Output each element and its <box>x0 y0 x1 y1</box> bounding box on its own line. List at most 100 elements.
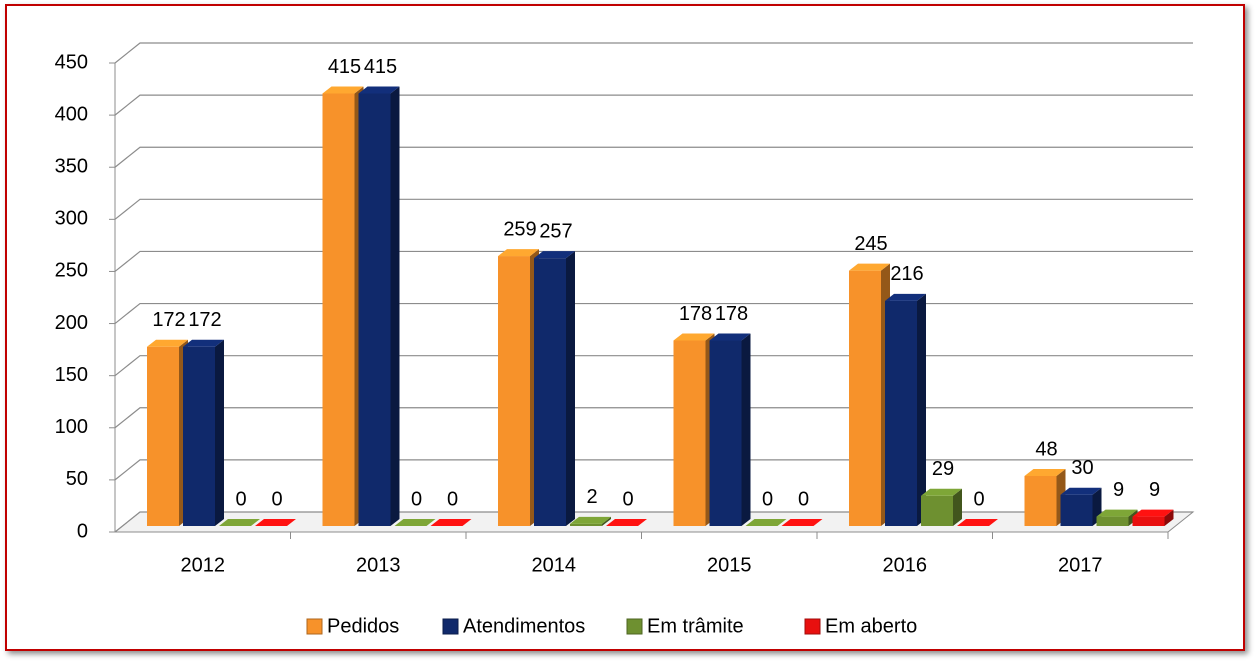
bar-top <box>1132 509 1174 517</box>
bar <box>849 263 890 526</box>
bar-front <box>849 270 881 526</box>
bar-top <box>255 519 296 526</box>
data-label: 0 <box>973 488 984 510</box>
bar-front <box>570 523 602 526</box>
data-label: 259 <box>503 218 536 240</box>
bar <box>1132 509 1174 526</box>
bar-top <box>885 293 926 301</box>
y-tick-label: 450 <box>55 51 88 73</box>
bar-top <box>183 339 224 347</box>
data-label: 29 <box>932 458 954 480</box>
bar-top <box>745 519 787 526</box>
bar-front <box>1096 516 1129 526</box>
bar <box>394 519 436 526</box>
y-tick-label: 350 <box>55 156 88 178</box>
bar-front <box>1024 475 1057 526</box>
bar <box>709 333 751 526</box>
bar-top <box>1096 509 1138 517</box>
x-tick-label: 2016 <box>883 554 928 576</box>
bar-top <box>781 519 823 526</box>
x-tick-label: 2012 <box>181 554 226 576</box>
data-label: 0 <box>798 488 809 510</box>
bar <box>885 293 926 526</box>
grid-line <box>114 198 1193 220</box>
bar-front <box>885 300 917 526</box>
bar-top <box>957 519 998 526</box>
bar-side <box>566 251 575 526</box>
data-label: 172 <box>188 309 221 331</box>
y-tick-label: 150 <box>55 364 88 386</box>
y-tick-label: 50 <box>66 468 88 490</box>
bar <box>322 86 364 526</box>
bar <box>498 249 539 526</box>
bar <box>1096 509 1138 526</box>
bar <box>673 333 715 526</box>
data-label: 0 <box>271 488 282 510</box>
bar-front <box>921 495 953 526</box>
bar <box>219 519 260 526</box>
grid-line <box>114 459 1193 481</box>
bar-front <box>322 93 355 526</box>
bar-top <box>921 488 962 496</box>
bar-front <box>1132 516 1165 526</box>
data-label: 216 <box>890 263 923 285</box>
bar-front <box>1060 494 1093 526</box>
bar <box>183 339 224 526</box>
data-label: 172 <box>152 309 185 331</box>
bar-top <box>534 251 575 259</box>
bar <box>358 86 400 526</box>
data-label: 0 <box>235 488 246 510</box>
data-label: 2 <box>586 486 597 508</box>
bar-top <box>430 519 472 526</box>
data-label: 415 <box>328 56 361 78</box>
bar-top <box>570 516 611 524</box>
legend-swatch <box>442 618 459 635</box>
y-tick-label: 200 <box>55 312 88 334</box>
data-label: 178 <box>715 303 748 325</box>
bar <box>1024 468 1066 526</box>
y-tick-label: 100 <box>55 416 88 438</box>
bar-side <box>917 293 926 526</box>
x-tick-label: 2013 <box>356 554 401 576</box>
bar-top <box>322 86 364 94</box>
bar-side <box>215 339 224 526</box>
bar-front <box>147 346 179 526</box>
data-label: 0 <box>411 488 422 510</box>
legend-label: Pedidos <box>327 615 399 637</box>
data-label: 0 <box>762 488 773 510</box>
data-label: 415 <box>364 56 397 78</box>
grid-line <box>114 250 1193 272</box>
grid-line <box>114 511 1193 533</box>
bar <box>534 251 575 526</box>
grid-line <box>114 355 1193 377</box>
grid-line <box>114 94 1193 116</box>
bar <box>430 519 472 526</box>
legend-swatch <box>804 618 821 635</box>
bar-side <box>953 488 962 526</box>
bar-front <box>358 93 391 526</box>
bar-front <box>498 256 530 526</box>
bar-top <box>1024 468 1066 476</box>
x-tick-label: 2015 <box>707 554 752 576</box>
data-label: 9 <box>1149 479 1160 501</box>
grid-line <box>114 407 1193 429</box>
bar <box>921 488 962 526</box>
bar-side <box>1164 509 1174 526</box>
legend-swatch <box>626 618 643 635</box>
bar-top <box>219 519 260 526</box>
y-tick-label: 250 <box>55 260 88 282</box>
chart-frame <box>5 4 1245 651</box>
data-label: 30 <box>1071 457 1093 479</box>
legend-label: Em trâmite <box>647 615 744 637</box>
bar-front <box>673 340 706 526</box>
data-label: 48 <box>1035 438 1057 460</box>
bar-top <box>606 519 647 526</box>
x-tick-label: 2017 <box>1058 554 1103 576</box>
grid-line <box>114 302 1193 325</box>
legend-swatch <box>306 618 323 635</box>
data-label: 0 <box>447 488 458 510</box>
bar <box>147 339 188 526</box>
grid-line <box>114 146 1193 168</box>
